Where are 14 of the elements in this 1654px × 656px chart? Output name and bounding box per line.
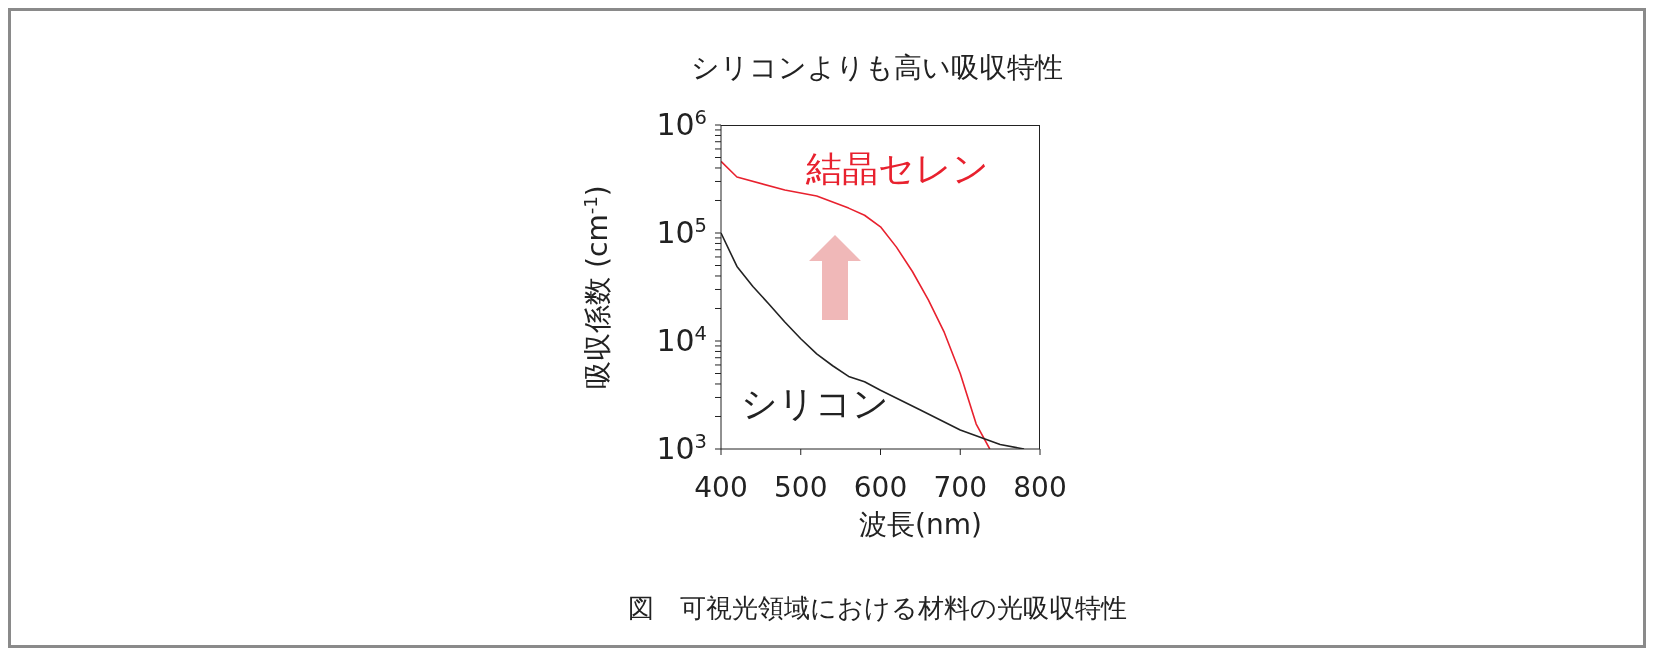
x-tick-label: 800 [1013,471,1067,504]
y-tick-label: 10$^{4}$ [656,321,707,358]
x-tick-label: 500 [774,471,828,504]
series-label: 結晶セレン [806,147,989,191]
x-tick-label: 700 [933,471,987,504]
x-tick-label: 400 [694,471,748,504]
series-label: シリコン [741,382,889,426]
chart-title: シリコンよりも高い吸収特性 [690,50,1064,86]
text: 図 可視光領域における材料の光吸収特性 [626,592,1128,625]
y-tick-label: 10$^{6}$ [656,105,707,142]
x-axis-title: 波長(nm) [859,508,982,541]
x-tick-label: 600 [853,471,908,504]
y-tick-label: 10$^{3}$ [656,429,707,466]
y-tick-label: 10$^{5}$ [656,213,707,250]
